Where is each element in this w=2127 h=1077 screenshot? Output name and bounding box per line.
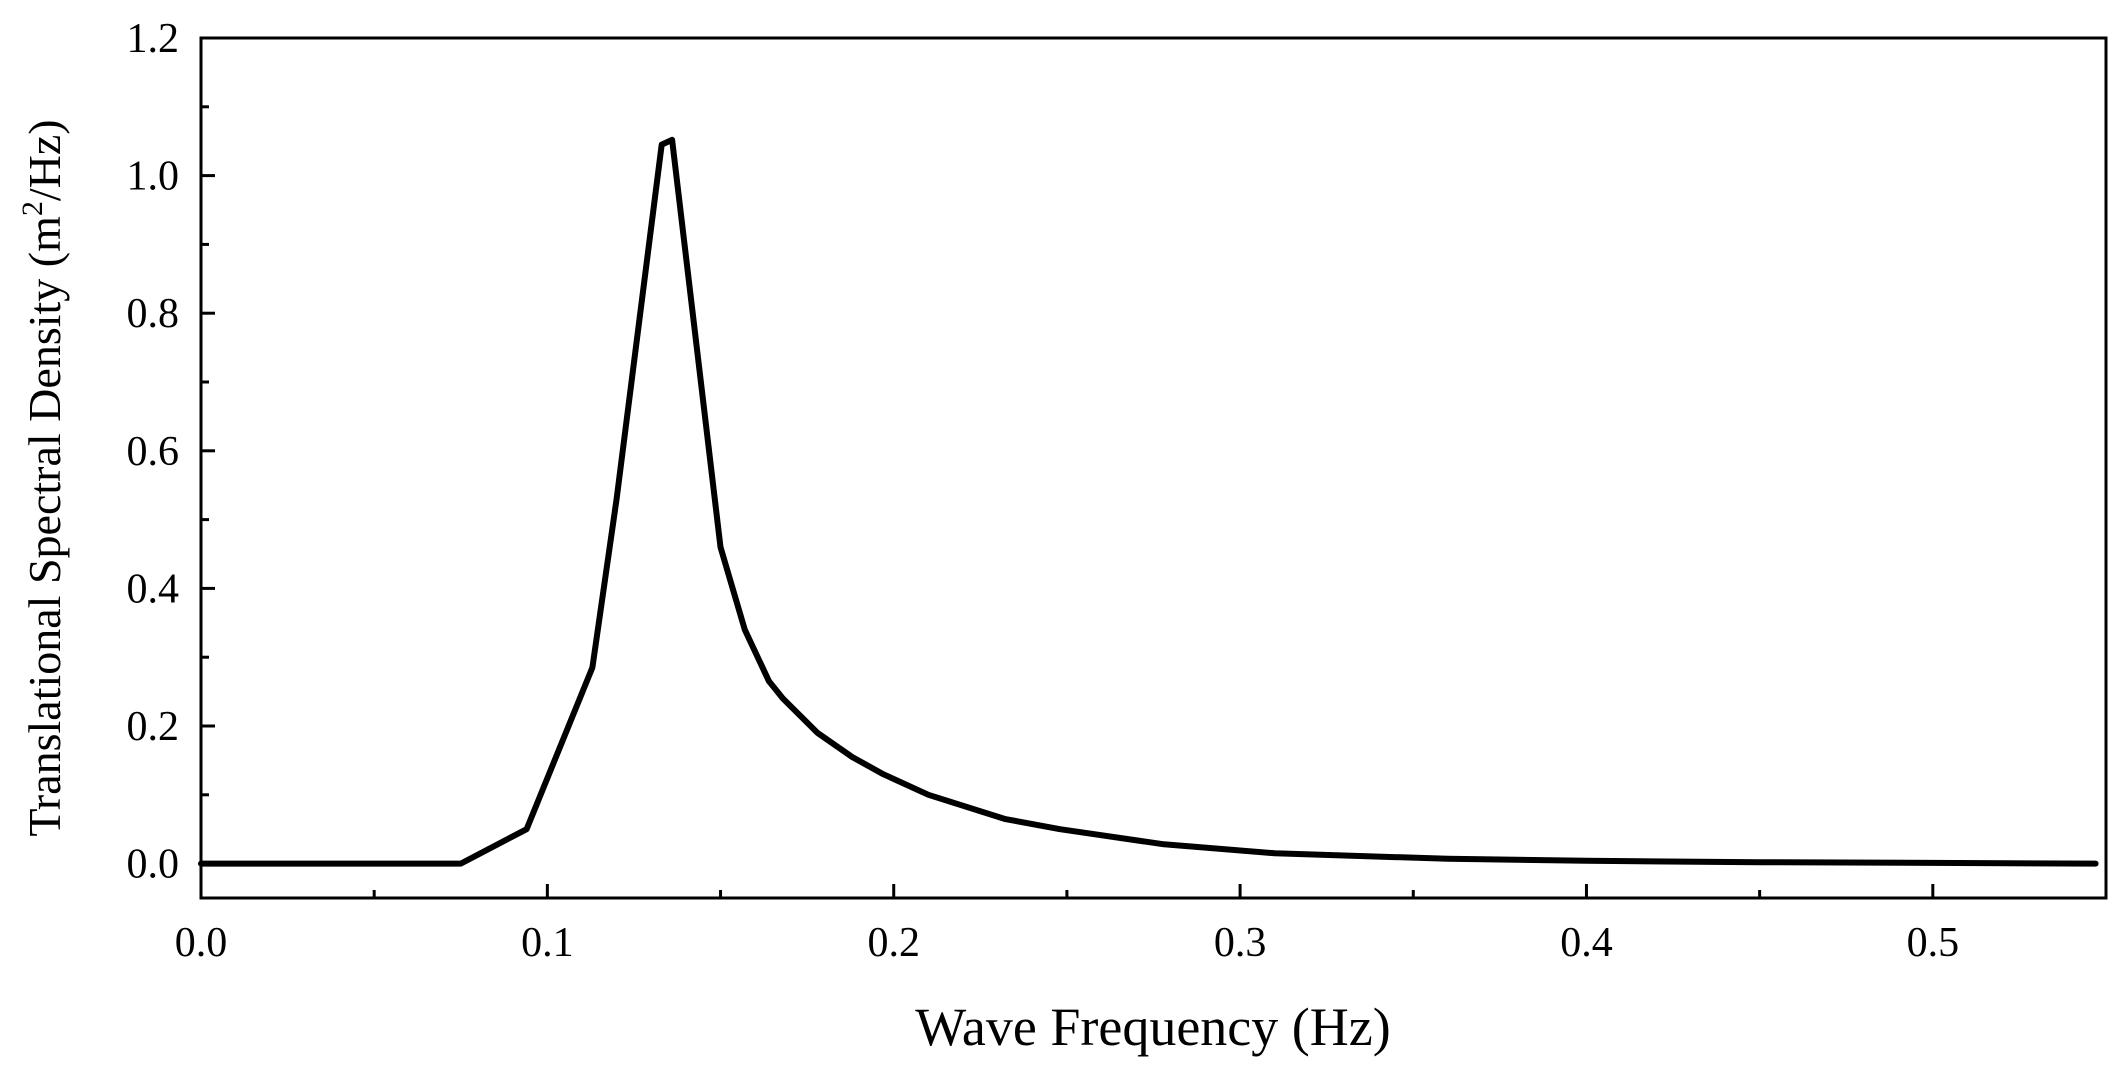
- x-tick-label: 0.1: [521, 920, 574, 966]
- plot-frame: [199, 36, 2108, 900]
- y-tick-label: 1.0: [127, 154, 180, 200]
- y-tick-label: 0.8: [127, 291, 180, 337]
- series-line: [198, 136, 2099, 867]
- x-tick-label: 0.4: [1560, 920, 1613, 966]
- y-axis-title-prefix: Translational Spectral Density (m: [19, 216, 70, 837]
- y-axis-title-superscript: 2: [16, 201, 49, 216]
- x-tick-label: 0.3: [1214, 920, 1267, 966]
- x-tick-label: 0.2: [867, 920, 920, 966]
- y-axis-title-suffix: /Hz): [19, 119, 70, 201]
- series-layer: [198, 136, 2099, 867]
- x-tick-label: 0.5: [1907, 920, 1960, 966]
- y-axis-title: Translational Spectral Density (m2/Hz): [16, 119, 70, 836]
- y-tick-label: 0.2: [127, 704, 180, 750]
- x-axis: 0.0 0.1 0.2 0.3 0.4 0.5: [175, 884, 2108, 966]
- y-tick-label: 0.4: [127, 566, 180, 612]
- y-tick-label: 0.6: [127, 429, 180, 475]
- x-axis-title: Wave Frequency (Hz): [915, 997, 1390, 1057]
- y-tick-label: 0.0: [127, 842, 180, 888]
- x-tick-label: 0.0: [175, 920, 228, 966]
- y-tick-label: 1.2: [127, 16, 180, 62]
